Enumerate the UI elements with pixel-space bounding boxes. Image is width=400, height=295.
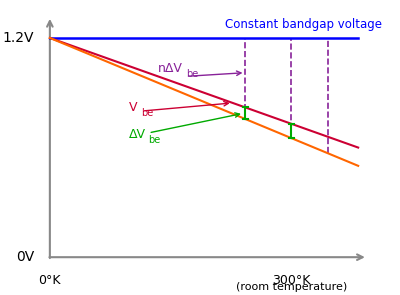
Text: 0V: 0V xyxy=(16,250,34,264)
Text: ΔV: ΔV xyxy=(129,128,146,141)
Text: Constant bandgap voltage: Constant bandgap voltage xyxy=(225,18,382,31)
Text: be: be xyxy=(148,135,160,145)
Text: 0°K: 0°K xyxy=(39,274,61,287)
Text: nΔV: nΔV xyxy=(158,63,183,76)
Text: (room temperature): (room temperature) xyxy=(236,282,347,292)
Text: V: V xyxy=(129,101,138,114)
Text: 1.2V: 1.2V xyxy=(2,31,34,45)
Text: be: be xyxy=(186,70,198,79)
Text: be: be xyxy=(142,108,154,118)
Text: 300°K: 300°K xyxy=(272,274,311,287)
